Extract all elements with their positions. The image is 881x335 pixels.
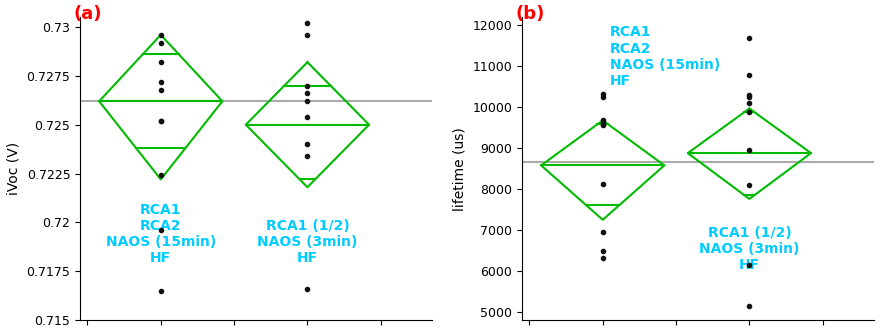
Text: (b): (b) — [515, 5, 544, 23]
Text: RCA1 (1/2)
NAOS (3min)
HF: RCA1 (1/2) NAOS (3min) HF — [700, 226, 800, 272]
Y-axis label: iVoc (V): iVoc (V) — [7, 142, 21, 195]
Text: (a): (a) — [73, 5, 101, 23]
Text: RCA1 (1/2)
NAOS (3min)
HF: RCA1 (1/2) NAOS (3min) HF — [257, 219, 358, 265]
Text: RCA1
RCA2
NAOS (15min)
HF: RCA1 RCA2 NAOS (15min) HF — [610, 25, 721, 88]
Text: RCA1
RCA2
NAOS (15min)
HF: RCA1 RCA2 NAOS (15min) HF — [106, 203, 216, 265]
Y-axis label: lifetime (us): lifetime (us) — [453, 127, 467, 210]
